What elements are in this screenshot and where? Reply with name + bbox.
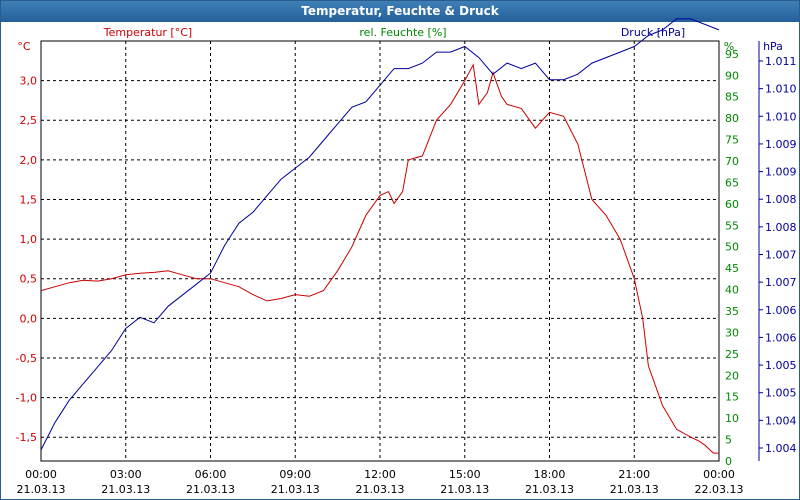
x-tick-date: 21.03.13	[440, 483, 489, 496]
humidity-tick-label: 20	[725, 369, 739, 382]
temperature-tick-label: -0,5	[16, 352, 37, 365]
pressure-tick-label: 1.009	[765, 138, 797, 151]
pressure-tick-label: 1.010	[765, 110, 797, 123]
time-axis-ticks: 00:00 21.03.13 03:00 21.03.13 06:00 21.03.13 0…	[17, 468, 744, 496]
x-tick-time: 21:00	[618, 468, 650, 481]
humidity-tick-label: 30	[725, 326, 739, 339]
axis-labels: °C Temperatur [°C] rel. Feuchte [%] Druc…	[17, 26, 783, 53]
pressure-tick-label: 1.006	[765, 304, 797, 317]
humidity-tick-label: 55	[725, 219, 739, 232]
humidity-tick-label: 0	[725, 455, 732, 468]
temperature-tick-label: 3,0	[20, 75, 38, 88]
temperature-tick-label: 0,0	[20, 312, 38, 325]
x-tick-time: 00:00	[703, 468, 735, 481]
humidity-tick-label: 50	[725, 241, 739, 254]
pressure-tick-label: 1.010	[765, 83, 797, 96]
humidity-tick-label: 80	[725, 112, 739, 125]
pressure-tick-label: 1.005	[765, 387, 797, 400]
temperature-tick-label: 1,0	[20, 233, 38, 246]
humidity-tick-label: 15	[725, 391, 739, 404]
humidity-tick-label: 75	[725, 134, 739, 147]
humidity-tick-label: 35	[725, 305, 739, 318]
x-tick-date: 21.03.13	[610, 483, 659, 496]
x-tick-time: 15:00	[449, 468, 481, 481]
x-tick-time: 06:00	[195, 468, 227, 481]
humidity-tick-label: 5	[725, 434, 732, 447]
humidity-unit: %	[724, 40, 734, 53]
humidity-tick-label: 60	[725, 198, 739, 211]
temperature-unit: °C	[17, 40, 31, 53]
humidity-tick-label: 10	[725, 412, 739, 425]
pressure-tick-label: 1.005	[765, 359, 797, 372]
pressure-tick-label: 1.007	[765, 249, 797, 262]
temperature-axis-ticks: 3,0 2,5 2,0 1,5 1,0 0,5 0,0 -0,5 -1,0 -1,5	[16, 75, 37, 445]
grid-lines	[40, 40, 720, 462]
x-tick-time: 12:00	[364, 468, 396, 481]
pressure-tick-label: 1.004	[765, 442, 797, 455]
pressure-axis-label: Druck [hPa]	[621, 26, 685, 39]
pressure-tick-label: 1.008	[765, 193, 797, 206]
series-lines	[40, 18, 720, 454]
x-tick-time: 03:00	[110, 468, 142, 481]
x-tick-date: 22.03.13	[695, 483, 744, 496]
x-tick-time: 18:00	[534, 468, 566, 481]
x-tick-time: 09:00	[279, 468, 311, 481]
humidity-tick-label: 90	[725, 69, 739, 82]
pressure-unit: hPa	[763, 40, 783, 53]
x-tick-date: 21.03.13	[186, 483, 235, 496]
temperature-axis-label: Temperatur [°C]	[103, 26, 192, 39]
temperature-tick-label: -1,0	[16, 392, 37, 405]
temperature-tick-label: -1,5	[16, 431, 37, 444]
humidity-tick-label: 25	[725, 348, 739, 361]
temperature-line	[40, 63, 719, 454]
x-tick-date: 21.03.13	[525, 483, 574, 496]
humidity-tick-label: 70	[725, 155, 739, 168]
temperature-tick-label: 2,5	[20, 114, 38, 127]
x-tick-time: 00:00	[25, 468, 57, 481]
pressure-tick-label: 1.008	[765, 221, 797, 234]
temperature-tick-label: 0,5	[20, 273, 38, 286]
window-title: Temperatur, Feuchte & Druck	[1, 1, 799, 22]
pressure-tick-label: 1.011	[765, 55, 797, 68]
pressure-tick-label: 1.009	[765, 166, 797, 179]
temperature-tick-label: 2,0	[20, 154, 38, 167]
x-tick-date: 21.03.13	[101, 483, 150, 496]
humidity-tick-label: 85	[725, 91, 739, 104]
temperature-tick-label: 1,5	[20, 193, 38, 206]
humidity-axis-label: rel. Feuchte [%]	[359, 26, 446, 39]
humidity-tick-label: 95	[725, 48, 739, 61]
x-tick-date: 21.03.13	[271, 483, 320, 496]
pressure-line	[40, 18, 720, 451]
x-tick-date: 21.03.13	[17, 483, 66, 496]
humidity-tick-label: 65	[725, 176, 739, 189]
humidity-tick-label: 40	[725, 284, 739, 297]
pressure-tick-label: 1.006	[765, 331, 797, 344]
humidity-tick-label: 45	[725, 262, 739, 275]
x-tick-date: 21.03.13	[356, 483, 405, 496]
pressure-axis-ticks: 1.011 1.010 1.010 1.009 1.009 1.008 1.008 1.007…	[758, 41, 797, 461]
pressure-tick-label: 1.007	[765, 276, 797, 289]
pressure-tick-label: 1.004	[765, 414, 797, 427]
